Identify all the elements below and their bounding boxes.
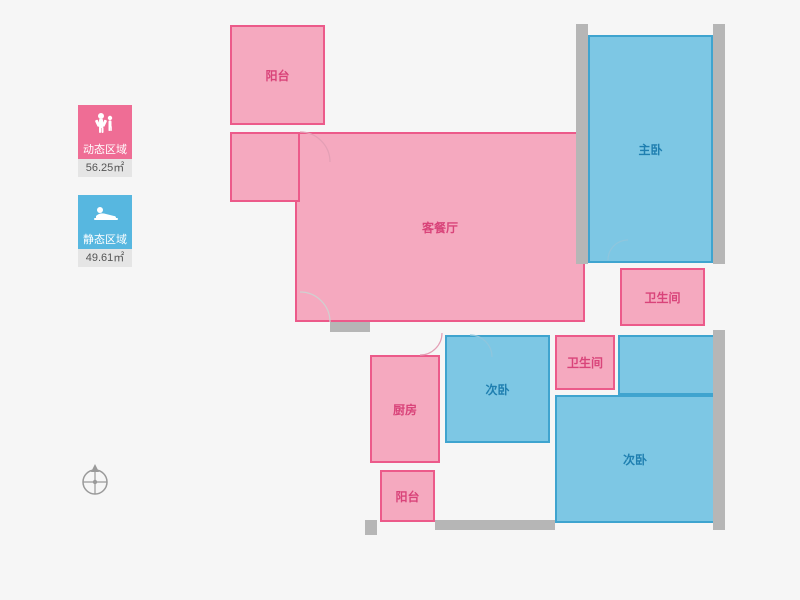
door-arcs — [0, 0, 800, 600]
floor-plan-canvas: 动态区域 56.25㎡ 静态区域 49.61㎡ 阳台客餐厅厨房阳台卫生间卫生间 — [0, 0, 800, 600]
